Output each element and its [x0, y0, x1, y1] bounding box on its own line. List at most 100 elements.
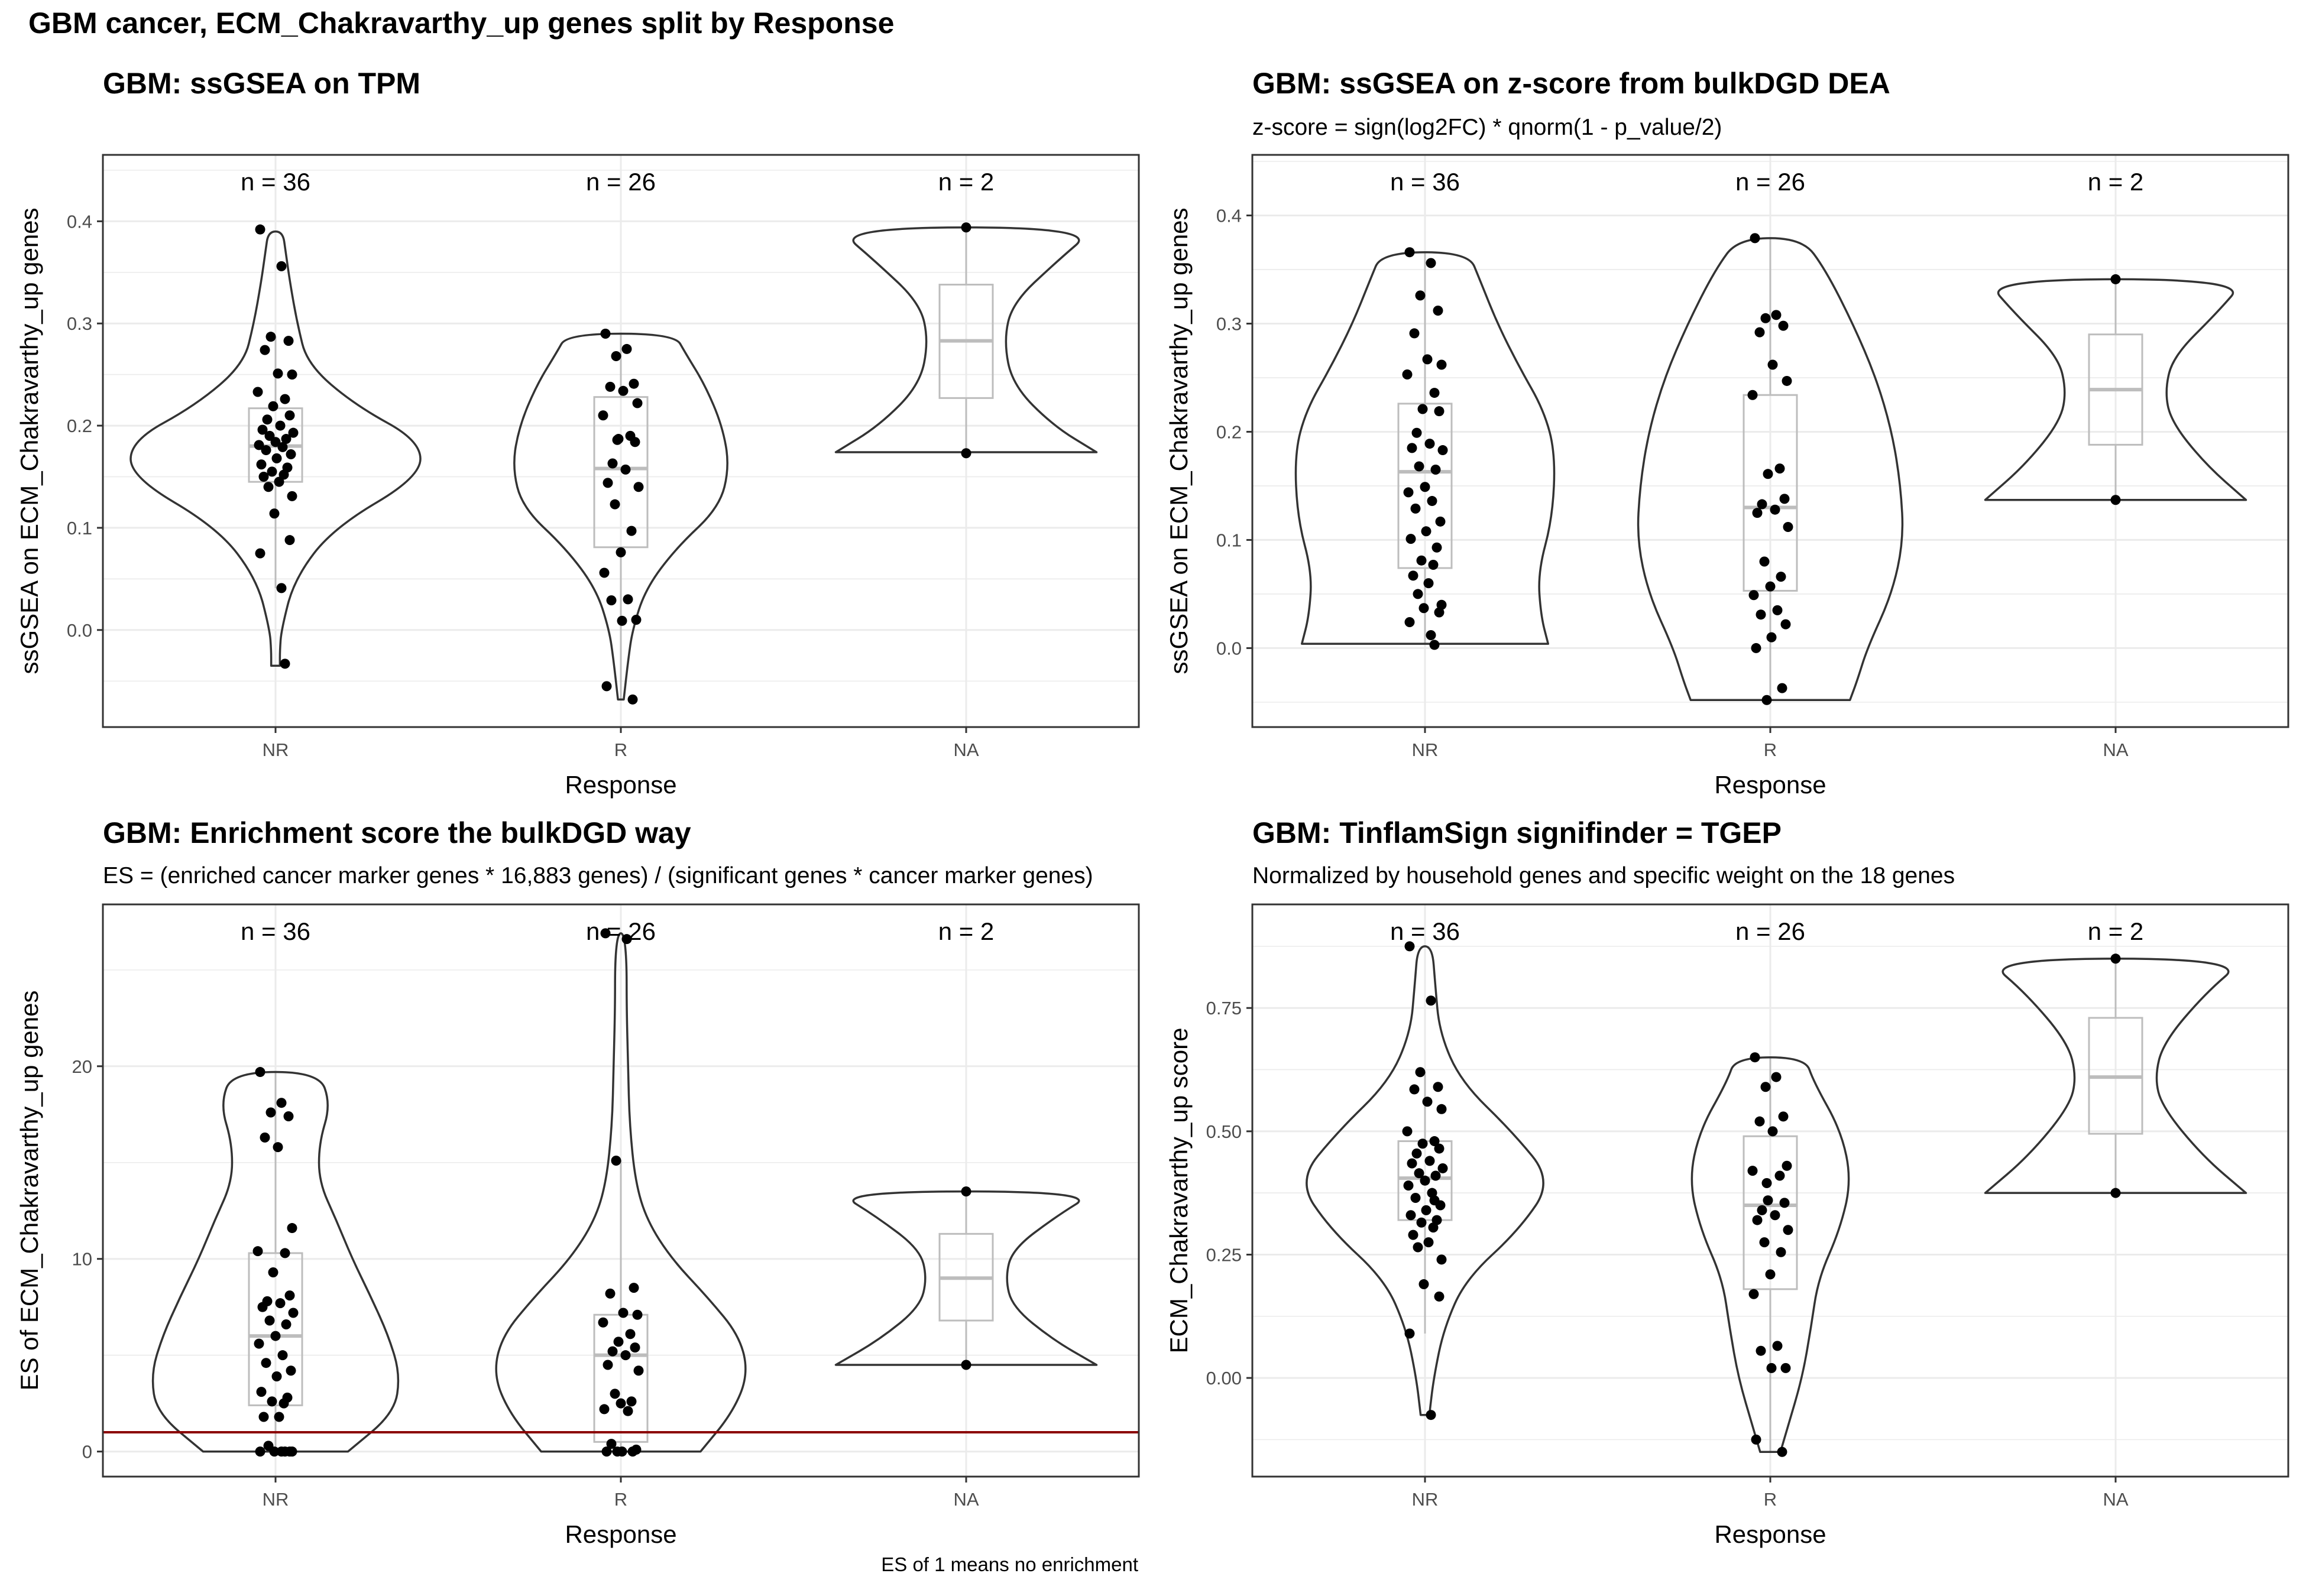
data-point-R	[1767, 359, 1778, 370]
y-tick-label: 0.4	[1216, 205, 1242, 226]
chart-panel-3: n = 36 n = 26 n = 2 0 10 20 NR R NA Response ES of…	[15, 816, 1140, 1548]
data-point-NR	[1404, 1328, 1415, 1339]
data-point-NR	[1410, 1193, 1421, 1204]
box-iqr	[1743, 1135, 1798, 1290]
box-iqr	[1397, 403, 1453, 569]
data-point-NR	[280, 1446, 290, 1457]
data-point-NR	[1426, 995, 1436, 1006]
data-point-NR	[276, 1098, 287, 1108]
data-point-NR	[283, 336, 294, 346]
data-point-NA	[961, 222, 971, 233]
data-point-R	[598, 410, 608, 421]
data-point-NR	[255, 548, 265, 559]
data-point-R	[633, 1365, 644, 1376]
y-tick-label: 0.75	[1206, 998, 1242, 1018]
data-point-NR	[267, 466, 277, 477]
data-point-NR	[1416, 1217, 1427, 1228]
data-point-NR	[1409, 1084, 1420, 1095]
data-point-NR	[273, 1142, 283, 1153]
data-point-NR	[1418, 1279, 1429, 1290]
y-tick-label: 0	[82, 1442, 92, 1462]
data-point-R	[1778, 1111, 1789, 1122]
data-point-NA	[2110, 274, 2121, 284]
data-point-R	[1776, 1247, 1786, 1257]
data-point-NR	[287, 491, 297, 501]
data-point-NR	[1403, 1180, 1414, 1191]
data-point-NR	[1434, 607, 1445, 618]
data-point-NR	[1424, 1156, 1435, 1166]
count-label-NR: n = 36	[241, 168, 310, 196]
y-tick-label: 0.25	[1206, 1244, 1242, 1265]
data-point-NR	[1411, 1148, 1422, 1159]
data-point-R	[1770, 504, 1780, 515]
data-point-NR	[1429, 388, 1440, 398]
data-point-NR	[264, 1315, 275, 1326]
box-iqr	[248, 1252, 303, 1406]
data-point-R	[1756, 609, 1766, 620]
data-point-NR	[267, 1396, 277, 1407]
data-point-R	[600, 928, 611, 939]
data-point-R	[626, 525, 637, 536]
count-label-R: n = 26	[1735, 917, 1805, 945]
data-point-R	[1759, 1237, 1770, 1248]
data-point-NR	[1408, 570, 1418, 581]
data-point-R	[603, 478, 613, 488]
data-point-NR	[1431, 542, 1442, 553]
data-point-R	[1771, 310, 1782, 320]
y-tick-label: 0.4	[67, 211, 92, 232]
data-point-NR	[1404, 941, 1415, 952]
y-tick-label: 0.00	[1206, 1368, 1242, 1389]
data-point-NR	[1434, 406, 1445, 417]
violin-NR	[1294, 251, 1556, 645]
data-point-R	[616, 1398, 626, 1409]
data-point-R	[605, 381, 616, 392]
data-point-R	[633, 482, 644, 492]
data-point-R	[630, 437, 640, 447]
data-point-NR	[1417, 404, 1428, 414]
data-point-R	[1751, 1434, 1761, 1445]
data-point-R	[1765, 1269, 1776, 1280]
violin-NR	[1306, 945, 1544, 1416]
data-point-NR	[1437, 445, 1448, 456]
data-point-NR	[254, 1338, 264, 1349]
data-point-NA	[2110, 1188, 2121, 1198]
data-point-NR	[288, 1308, 299, 1318]
data-point-NR	[258, 1412, 269, 1422]
data-point-NR	[268, 1267, 278, 1278]
data-point-R	[1752, 1215, 1763, 1225]
count-label-R: n = 26	[1735, 168, 1805, 196]
data-point-NR	[277, 442, 288, 452]
data-point-R	[601, 1446, 612, 1457]
data-point-NR	[1411, 427, 1422, 438]
y-tick-label: 0.1	[67, 518, 92, 539]
y-tick-label: 0.3	[1216, 313, 1242, 334]
data-point-R	[621, 934, 632, 945]
data-point-R	[1765, 581, 1776, 592]
data-point-R	[1777, 1446, 1787, 1457]
data-point-NR	[261, 1358, 271, 1368]
data-point-NR	[1436, 359, 1447, 370]
x-axis-label: Response	[1714, 1520, 1826, 1548]
data-point-NR	[281, 1319, 292, 1330]
data-point-NR	[280, 394, 290, 404]
data-point-NR	[284, 410, 295, 421]
data-point-NR	[1435, 516, 1446, 527]
data-point-R	[611, 351, 621, 362]
data-point-R	[1747, 390, 1758, 400]
data-point-NR	[1415, 290, 1426, 301]
data-point-NR	[262, 414, 273, 425]
data-point-R	[629, 1283, 639, 1293]
data-point-NR	[1436, 1104, 1447, 1114]
data-point-NR	[274, 476, 284, 487]
data-point-NR	[1436, 1254, 1447, 1265]
data-point-NR	[269, 1446, 280, 1457]
boxplot-NA	[938, 227, 994, 453]
count-label-NA: n = 2	[2088, 168, 2144, 196]
data-point-NR	[252, 1246, 263, 1257]
count-label-R: n = 26	[586, 917, 656, 945]
data-point-R	[598, 1317, 608, 1328]
data-point-NR	[265, 1107, 276, 1118]
data-point-R	[607, 1346, 618, 1357]
data-point-R	[612, 434, 623, 445]
data-point-R	[603, 1360, 613, 1370]
